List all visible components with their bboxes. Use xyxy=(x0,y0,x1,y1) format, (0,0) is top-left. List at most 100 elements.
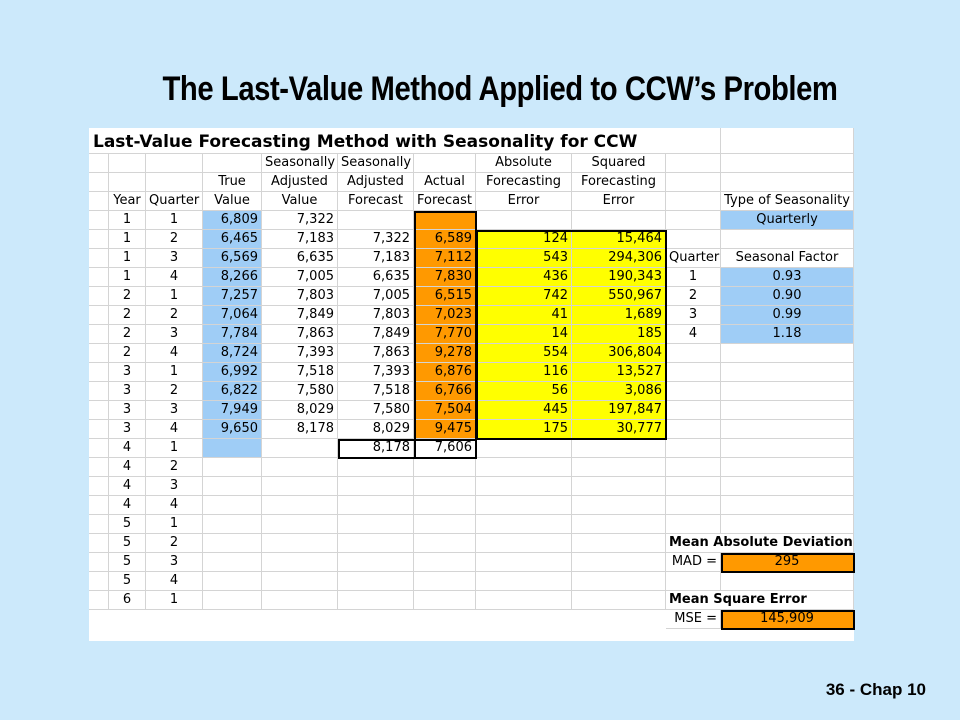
cell[interactable] xyxy=(89,458,109,477)
cell[interactable] xyxy=(89,325,109,344)
data-cell[interactable] xyxy=(414,477,476,496)
header-cell[interactable]: Quarter xyxy=(146,192,203,211)
data-cell[interactable]: 2 xyxy=(109,287,146,306)
data-cell[interactable] xyxy=(203,477,262,496)
cell[interactable] xyxy=(89,382,109,401)
data-cell[interactable] xyxy=(203,458,262,477)
data-cell[interactable]: 9,278 xyxy=(414,344,476,363)
data-cell[interactable]: 3 xyxy=(109,363,146,382)
cell[interactable] xyxy=(89,249,109,268)
cell[interactable] xyxy=(721,458,854,477)
data-cell[interactable]: 124 xyxy=(476,230,572,249)
data-cell[interactable] xyxy=(262,477,338,496)
cell[interactable] xyxy=(721,154,854,173)
cell[interactable] xyxy=(666,477,721,496)
header-cell[interactable]: Actual xyxy=(414,173,476,192)
data-cell[interactable]: 445 xyxy=(476,401,572,420)
data-cell[interactable]: 8,266 xyxy=(203,268,262,287)
data-cell[interactable]: 9,475 xyxy=(414,420,476,439)
header-cell[interactable] xyxy=(203,154,262,173)
data-cell[interactable]: 7,863 xyxy=(262,325,338,344)
data-cell[interactable]: 190,343 xyxy=(572,268,666,287)
cell[interactable] xyxy=(721,515,854,534)
data-cell[interactable] xyxy=(203,496,262,515)
cell[interactable] xyxy=(721,401,854,420)
data-cell[interactable]: 7,112 xyxy=(414,249,476,268)
data-cell[interactable]: 7,518 xyxy=(338,382,414,401)
data-cell[interactable]: 8,029 xyxy=(262,401,338,420)
data-cell[interactable] xyxy=(338,458,414,477)
data-cell[interactable]: 6,515 xyxy=(414,287,476,306)
header-cell[interactable]: Absolute xyxy=(476,154,572,173)
data-cell[interactable] xyxy=(572,477,666,496)
cell[interactable] xyxy=(89,439,109,458)
data-cell[interactable]: 7,606 xyxy=(414,439,476,458)
data-cell[interactable]: 3 xyxy=(146,477,203,496)
data-cell[interactable]: 175 xyxy=(476,420,572,439)
data-cell[interactable]: 1 xyxy=(109,268,146,287)
data-cell[interactable]: 7,849 xyxy=(338,325,414,344)
data-cell[interactable]: 3 xyxy=(146,249,203,268)
data-cell[interactable] xyxy=(476,439,572,458)
data-cell[interactable] xyxy=(203,572,262,591)
header-cell[interactable]: True xyxy=(203,173,262,192)
data-cell[interactable]: 543 xyxy=(476,249,572,268)
data-cell[interactable] xyxy=(414,553,476,572)
cell[interactable] xyxy=(89,572,109,591)
data-cell[interactable] xyxy=(262,591,338,610)
data-cell[interactable] xyxy=(338,572,414,591)
data-cell[interactable] xyxy=(414,515,476,534)
data-cell[interactable]: 41 xyxy=(476,306,572,325)
data-cell[interactable]: 7,949 xyxy=(203,401,262,420)
cell[interactable] xyxy=(666,154,721,173)
cell[interactable] xyxy=(89,496,109,515)
data-cell[interactable] xyxy=(414,591,476,610)
data-cell[interactable]: 197,847 xyxy=(572,401,666,420)
header-cell[interactable]: Value xyxy=(203,192,262,211)
data-cell[interactable]: 7,770 xyxy=(414,325,476,344)
cell[interactable] xyxy=(721,439,854,458)
cell[interactable] xyxy=(89,344,109,363)
header-cell[interactable]: Error xyxy=(476,192,572,211)
header-cell[interactable]: Forecast xyxy=(414,192,476,211)
data-cell[interactable] xyxy=(203,553,262,572)
data-cell[interactable]: 2 xyxy=(146,534,203,553)
data-cell[interactable] xyxy=(338,591,414,610)
data-cell[interactable] xyxy=(262,534,338,553)
data-cell[interactable]: 56 xyxy=(476,382,572,401)
data-cell[interactable]: 4 xyxy=(109,458,146,477)
cell[interactable] xyxy=(666,344,721,363)
data-cell[interactable]: 3 xyxy=(109,382,146,401)
cell[interactable] xyxy=(666,420,721,439)
data-cell[interactable] xyxy=(572,534,666,553)
cell[interactable] xyxy=(666,439,721,458)
data-cell[interactable] xyxy=(414,496,476,515)
data-cell[interactable]: 7,518 xyxy=(262,363,338,382)
cell[interactable] xyxy=(666,496,721,515)
data-cell[interactable]: 1 xyxy=(146,211,203,230)
data-cell[interactable] xyxy=(476,534,572,553)
header-cell[interactable] xyxy=(414,154,476,173)
data-cell[interactable]: 4 xyxy=(146,496,203,515)
data-cell[interactable]: 4 xyxy=(146,268,203,287)
cell[interactable] xyxy=(89,401,109,420)
data-cell[interactable] xyxy=(262,496,338,515)
data-cell[interactable]: 7,183 xyxy=(262,230,338,249)
header-cell[interactable] xyxy=(109,173,146,192)
data-cell[interactable] xyxy=(572,591,666,610)
data-cell[interactable]: 6,992 xyxy=(203,363,262,382)
data-cell[interactable]: 7,830 xyxy=(414,268,476,287)
data-cell[interactable]: 8,178 xyxy=(338,439,414,458)
data-cell[interactable] xyxy=(414,534,476,553)
data-cell[interactable]: 6 xyxy=(109,591,146,610)
data-cell[interactable] xyxy=(414,211,476,230)
mse-label[interactable]: MSE = xyxy=(666,610,721,629)
cell[interactable] xyxy=(89,154,109,173)
data-cell[interactable] xyxy=(572,439,666,458)
data-cell[interactable]: 7,183 xyxy=(338,249,414,268)
cell[interactable] xyxy=(721,477,854,496)
data-cell[interactable] xyxy=(572,458,666,477)
data-cell[interactable]: 2 xyxy=(146,306,203,325)
cell[interactable] xyxy=(666,458,721,477)
data-cell[interactable]: 185 xyxy=(572,325,666,344)
